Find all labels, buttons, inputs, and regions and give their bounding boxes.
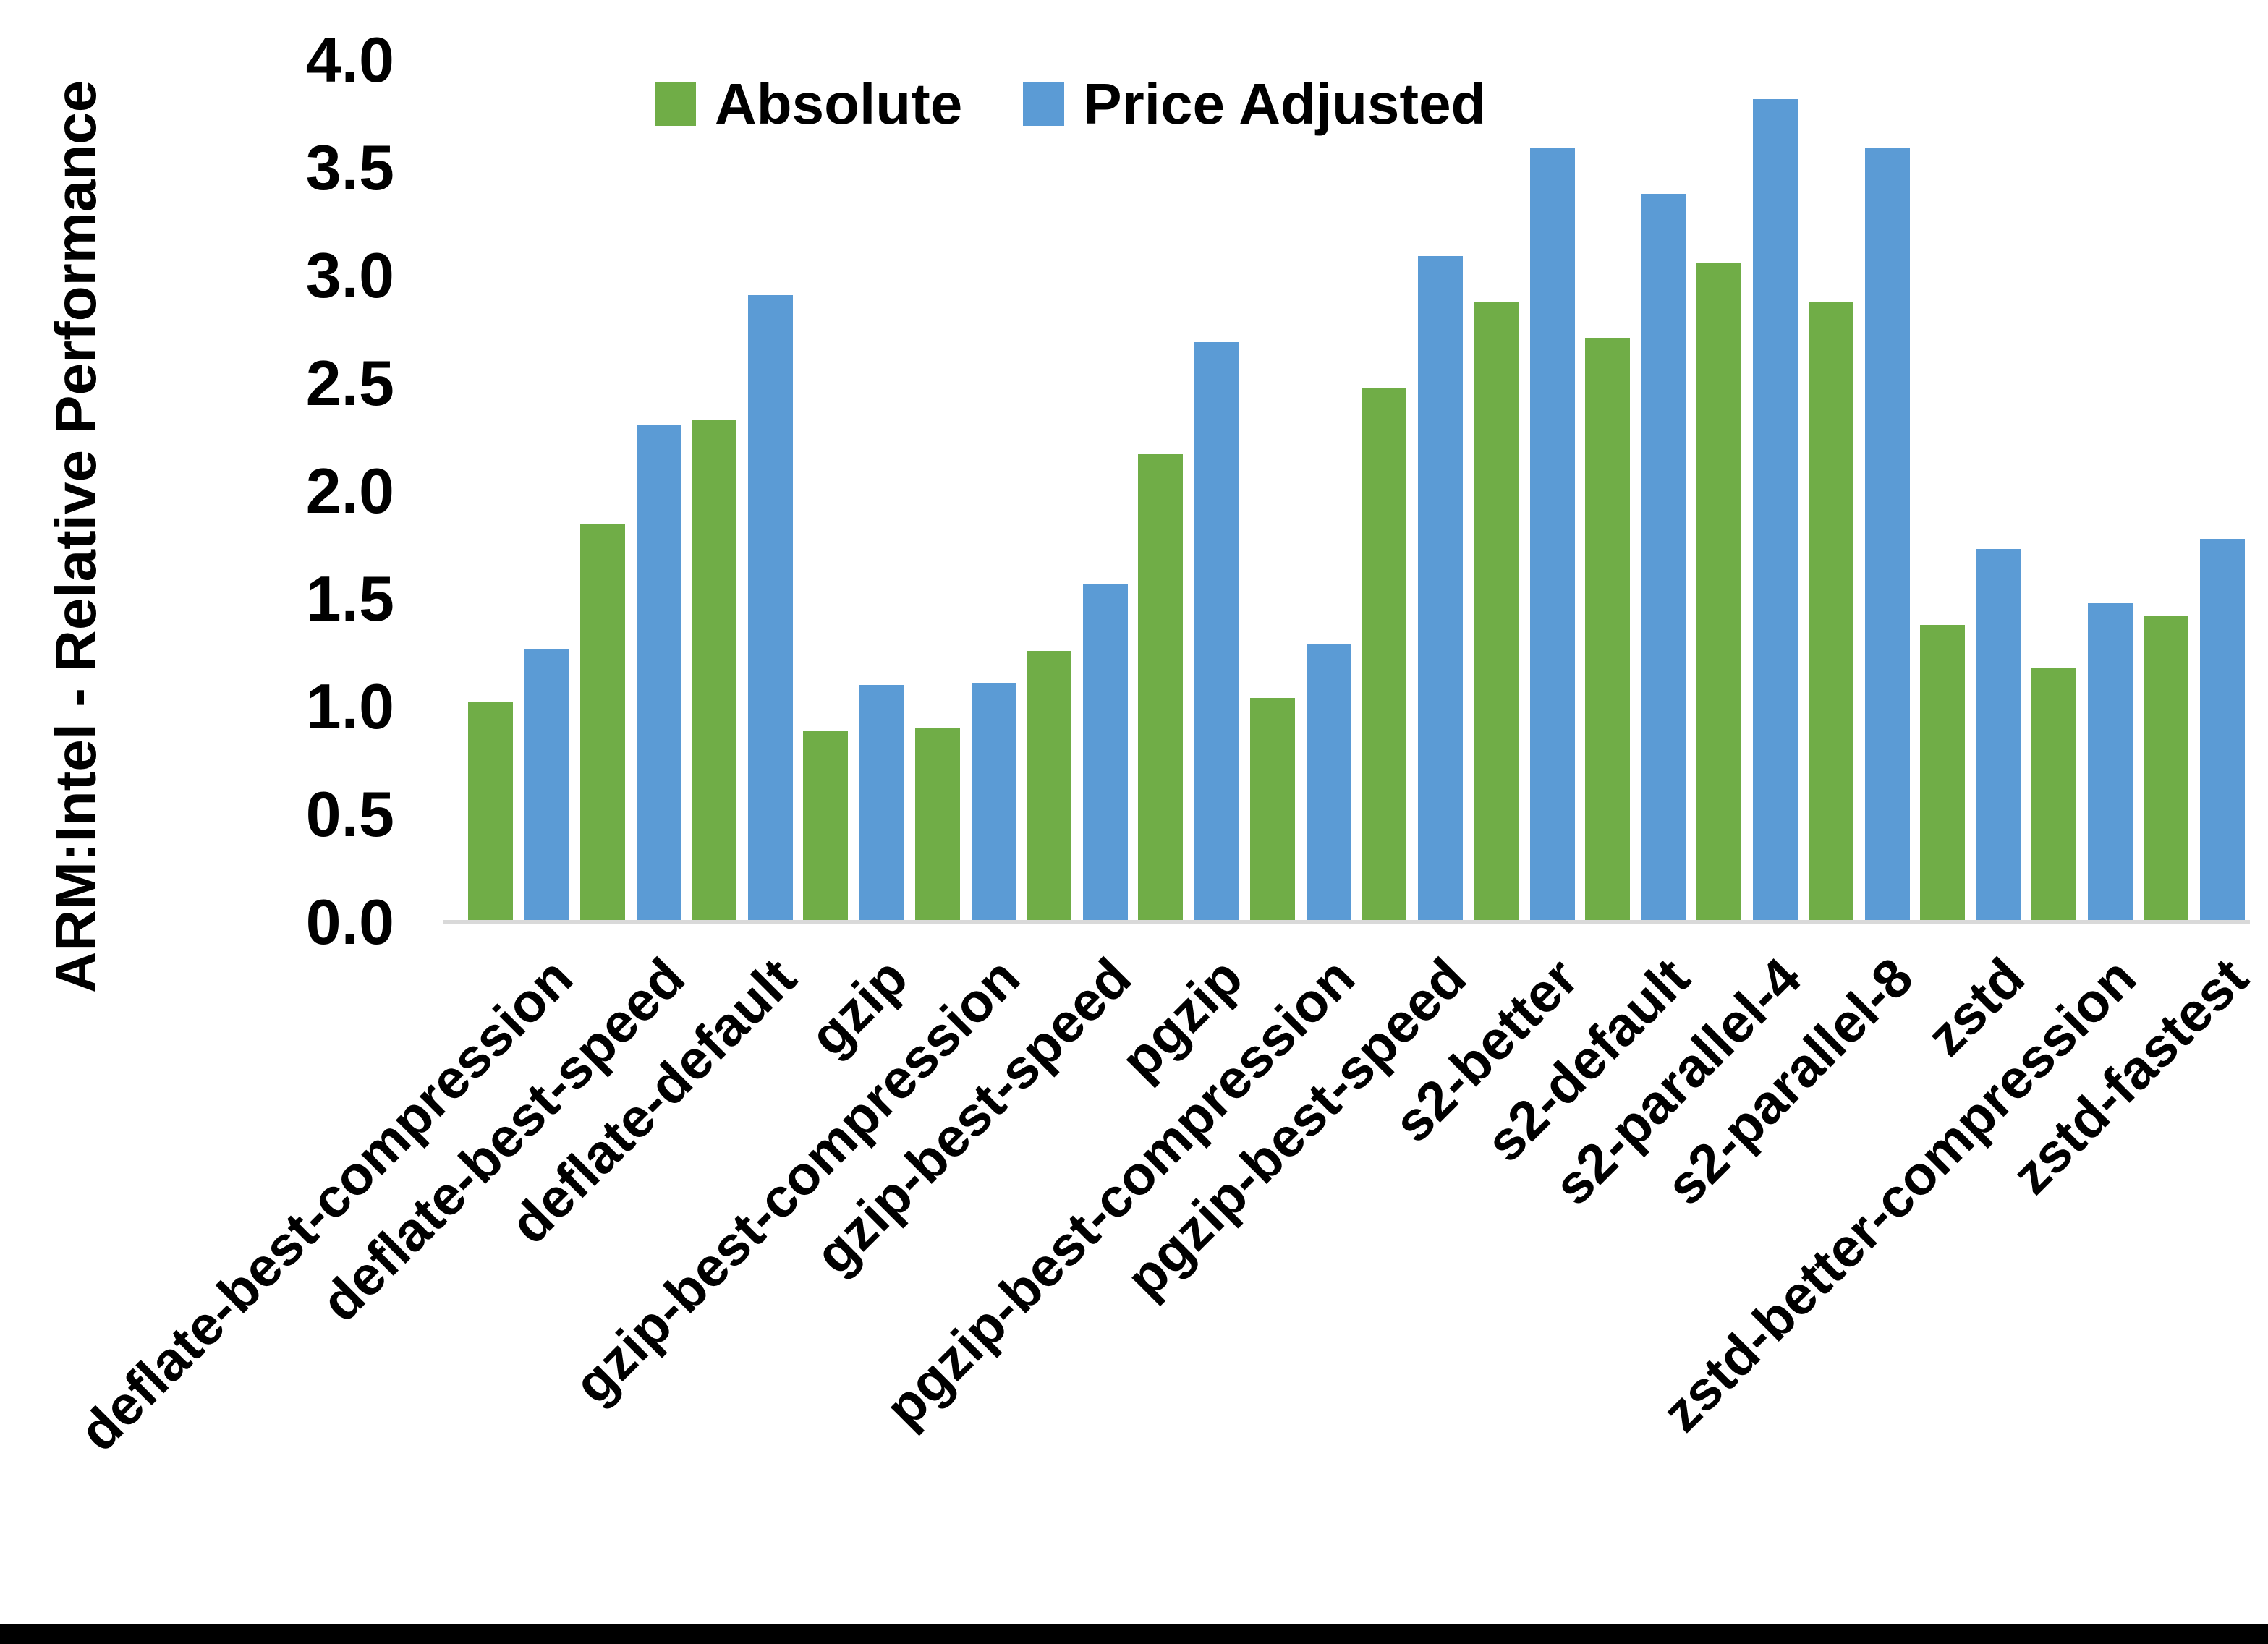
bar-group-s2-default: [1580, 60, 1691, 922]
legend-label-absolute: Absolute: [715, 72, 963, 136]
bar-price-adjusted-s2-default: [1641, 194, 1686, 922]
bar-absolute-gzip-best-compression: [914, 728, 960, 922]
y-axis-title: ARM:Intel - Relative Performance: [43, 80, 108, 994]
y-tick-label-4.0: 4.0: [305, 24, 394, 96]
bar-price-adjusted-s2-parallel-8: [1864, 148, 1910, 922]
bar-price-adjusted-zstd-fastest: [2199, 539, 2245, 922]
bar-absolute-pgzip-best-compression: [1249, 698, 1295, 922]
bar-group-zstd-better-compression: [2026, 60, 2138, 922]
bar-price-adjusted-gzip: [859, 685, 905, 922]
bar-price-adjusted-gzip-best-speed: [1083, 584, 1129, 922]
y-tick-label-3.5: 3.5: [305, 132, 394, 204]
y-tick-label-0.0: 0.0: [305, 886, 394, 958]
bar-price-adjusted-zstd-better-compression: [2088, 603, 2133, 922]
legend-swatch-absolute-icon: [655, 82, 696, 126]
legend-item-absolute: Absolute: [655, 71, 962, 137]
bar-price-adjusted-zstd: [1976, 549, 2022, 922]
bar-group-zstd-fastest: [2139, 60, 2250, 922]
bar-group-zstd: [1915, 60, 2026, 922]
y-tick-label-1.5: 1.5: [305, 563, 394, 635]
bar-absolute-s2-parallel-4: [1696, 263, 1742, 922]
bar-absolute-zstd: [1920, 625, 1966, 922]
legend-item-price-adjusted: Price Adjusted: [1023, 71, 1486, 137]
legend-swatch-price-adjusted-icon: [1023, 82, 1065, 126]
y-tick-label-3.0: 3.0: [305, 239, 394, 312]
y-tick-label-1.0: 1.0: [305, 670, 394, 743]
bar-price-adjusted-s2-parallel-4: [1753, 99, 1798, 922]
y-tick-label-2.0: 2.0: [305, 455, 394, 527]
bar-absolute-gzip-best-speed: [1027, 651, 1072, 922]
bar-group-s2-better: [1468, 60, 1579, 922]
bar-group-deflate-best-compression: [463, 60, 574, 922]
bar-absolute-deflate-best-speed: [579, 524, 625, 922]
bar-price-adjusted-gzip-best-compression: [971, 683, 1016, 922]
bar-absolute-gzip: [803, 731, 849, 922]
bar-absolute-s2-better: [1473, 302, 1519, 922]
bar-price-adjusted-deflate-default: [747, 295, 793, 922]
bar-absolute-zstd-fastest: [2143, 616, 2188, 922]
bar-price-adjusted-pgzip-best-compression: [1306, 644, 1351, 922]
bar-price-adjusted-s2-better: [1529, 148, 1575, 922]
bar-group-s2-parallel-4: [1691, 60, 1803, 922]
bar-absolute-s2-parallel-8: [1808, 302, 1853, 922]
y-tick-label-2.5: 2.5: [305, 347, 394, 419]
bar-absolute-pgzip-best-speed: [1362, 388, 1407, 922]
bar-group-deflate-best-speed: [574, 60, 686, 922]
plot-area: [463, 60, 2250, 922]
bar-price-adjusted-deflate-best-speed: [636, 425, 681, 922]
bar-group-pgzip-best-compression: [1245, 60, 1356, 922]
bar-group-deflate-default: [687, 60, 798, 922]
bar-group-gzip: [798, 60, 909, 922]
x-axis-line: [443, 920, 2250, 924]
bar-group-gzip-best-speed: [1022, 60, 1133, 922]
bar-absolute-s2-default: [1584, 338, 1630, 922]
bottom-border: [0, 1624, 2268, 1644]
bar-price-adjusted-deflate-best-compression: [524, 649, 570, 922]
bar-group-pgzip-best-speed: [1356, 60, 1468, 922]
bar-group-s2-parallel-8: [1804, 60, 1915, 922]
bar-absolute-zstd-better-compression: [2031, 668, 2077, 922]
bar-group-gzip-best-compression: [910, 60, 1022, 922]
bar-group-pgzip: [1133, 60, 1244, 922]
bar-price-adjusted-pgzip-best-speed: [1418, 256, 1464, 922]
bar-absolute-deflate-default: [691, 420, 736, 922]
bar-price-adjusted-pgzip: [1194, 342, 1240, 922]
y-tick-label-0.5: 0.5: [305, 778, 394, 851]
legend: Absolute Price Adjusted: [655, 71, 1486, 137]
bar-absolute-pgzip: [1138, 454, 1184, 922]
legend-label-price-adjusted: Price Adjusted: [1083, 72, 1487, 136]
bar-absolute-deflate-best-compression: [468, 702, 514, 922]
